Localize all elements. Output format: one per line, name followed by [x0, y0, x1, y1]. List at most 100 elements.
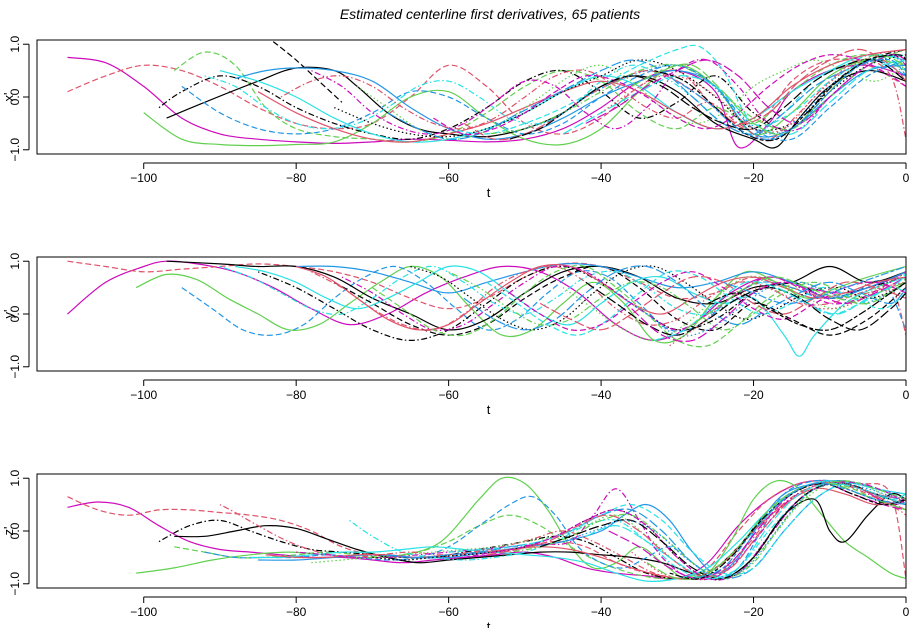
x-derivative-panel: −100 −80 −60 −40 −20 0 t −1.0 0.0 1.0 x' — [1, 36, 910, 200]
y-axis-label: y' — [1, 310, 16, 319]
series-line — [463, 265, 906, 331]
series-line — [235, 265, 906, 357]
x-tick-label: −20 — [743, 388, 764, 402]
series-line — [585, 482, 906, 580]
series-group — [67, 260, 906, 357]
series-line — [296, 263, 906, 331]
series-line — [67, 56, 906, 149]
y-tick-label: 1.0 — [8, 36, 22, 53]
series-line — [334, 265, 906, 336]
series-line — [181, 265, 906, 336]
x-tick-label: −100 — [130, 388, 157, 402]
y-axis-label: z' — [1, 527, 16, 536]
y-axis-label: x' — [1, 93, 16, 102]
series-line — [585, 281, 906, 336]
series-line — [272, 41, 343, 103]
series-line — [143, 59, 906, 147]
series-line — [410, 265, 906, 331]
series-line — [67, 58, 906, 135]
series-group — [67, 41, 906, 149]
series-line — [219, 482, 906, 580]
series-line — [67, 480, 906, 580]
y-derivative-panel: −100 −80 −60 −40 −20 0 t −1.0 0.0 1.0 y' — [1, 253, 910, 417]
series-line — [174, 492, 906, 580]
series-line — [349, 481, 906, 580]
x-tick-label: −20 — [743, 171, 764, 185]
series-line — [486, 48, 906, 135]
y-axis: −1.0 0.0 1.0 x' — [1, 36, 30, 162]
series-line — [669, 281, 906, 347]
series-line — [311, 480, 906, 580]
x-tick-label: −20 — [743, 605, 764, 619]
x-tick-label: −60 — [438, 171, 459, 185]
y-tick-label: 0.0 — [8, 88, 22, 105]
series-line — [631, 54, 906, 136]
series-line — [135, 265, 906, 344]
series-line — [562, 482, 906, 578]
series-line — [67, 260, 906, 342]
series-line — [67, 479, 906, 580]
y-axis: −1.0 0.0 1.0 y' — [1, 253, 30, 379]
z-derivative-panel: −100 −80 −60 −40 −20 0 t −1.0 0.0 1.0 z' — [1, 470, 910, 628]
plot-frame — [36, 256, 907, 372]
series-line — [257, 48, 906, 143]
y-tick-label: −1.0 — [8, 572, 22, 596]
series-line — [562, 271, 906, 342]
y-tick-label: 0.0 — [8, 305, 22, 322]
y-axis: −1.0 0.0 1.0 z' — [1, 470, 30, 596]
series-line — [166, 66, 906, 149]
y-tick-label: −1.0 — [8, 138, 22, 162]
y-tick-label: 1.0 — [8, 253, 22, 270]
series-line — [654, 271, 906, 341]
plot-frame — [36, 473, 907, 589]
series-group — [67, 476, 906, 582]
series-line — [463, 481, 906, 581]
x-tick-label: −80 — [286, 171, 307, 185]
series-line — [676, 58, 906, 140]
x-tick-label: −100 — [130, 605, 157, 619]
x-tick-label: −60 — [438, 388, 459, 402]
x-tick-label: 0 — [903, 605, 910, 619]
panels: −100 −80 −60 −40 −20 0 t −1.0 0.0 1.0 x' −100 −80 −60… — [1, 36, 910, 628]
series-line — [181, 59, 906, 141]
series-line — [334, 54, 906, 138]
series-line — [448, 482, 906, 576]
series-line — [204, 479, 906, 580]
y-tick-label: 1.0 — [8, 470, 22, 487]
series-line — [722, 265, 906, 305]
y-tick-label: 0.0 — [8, 522, 22, 539]
x-tick-label: −60 — [438, 605, 459, 619]
y-tick-label: −1.0 — [8, 355, 22, 379]
series-line — [654, 54, 906, 142]
series-line — [219, 265, 906, 316]
series-line — [615, 281, 906, 337]
series-line — [67, 260, 906, 310]
series-line — [486, 270, 906, 336]
x-tick-label: 0 — [903, 171, 910, 185]
series-line — [311, 54, 906, 135]
series-line — [509, 58, 906, 140]
x-tick-label: −40 — [591, 605, 612, 619]
series-line — [250, 480, 906, 582]
x-tick-label: 0 — [903, 388, 910, 402]
x-tick-label: −100 — [130, 171, 157, 185]
series-line — [486, 482, 906, 578]
series-line — [387, 482, 906, 580]
series-line — [585, 53, 906, 125]
x-axis: −100 −80 −60 −40 −20 0 t — [130, 162, 910, 200]
series-line — [387, 59, 906, 140]
x-tick-label: −80 — [286, 388, 307, 402]
chart-title: Estimated centerline first derivatives, … — [340, 6, 640, 22]
x-tick-label: −40 — [591, 388, 612, 402]
x-axis-label: t — [487, 402, 491, 417]
plot-frame — [36, 39, 907, 155]
x-tick-label: −40 — [591, 171, 612, 185]
series-line — [509, 271, 906, 331]
x-axis-label: t — [487, 619, 491, 628]
series-line — [646, 482, 906, 580]
series-line — [448, 271, 906, 331]
x-axis: −100 −80 −60 −40 −20 0 t — [130, 379, 910, 417]
series-line — [356, 59, 906, 140]
series-line — [448, 44, 906, 135]
